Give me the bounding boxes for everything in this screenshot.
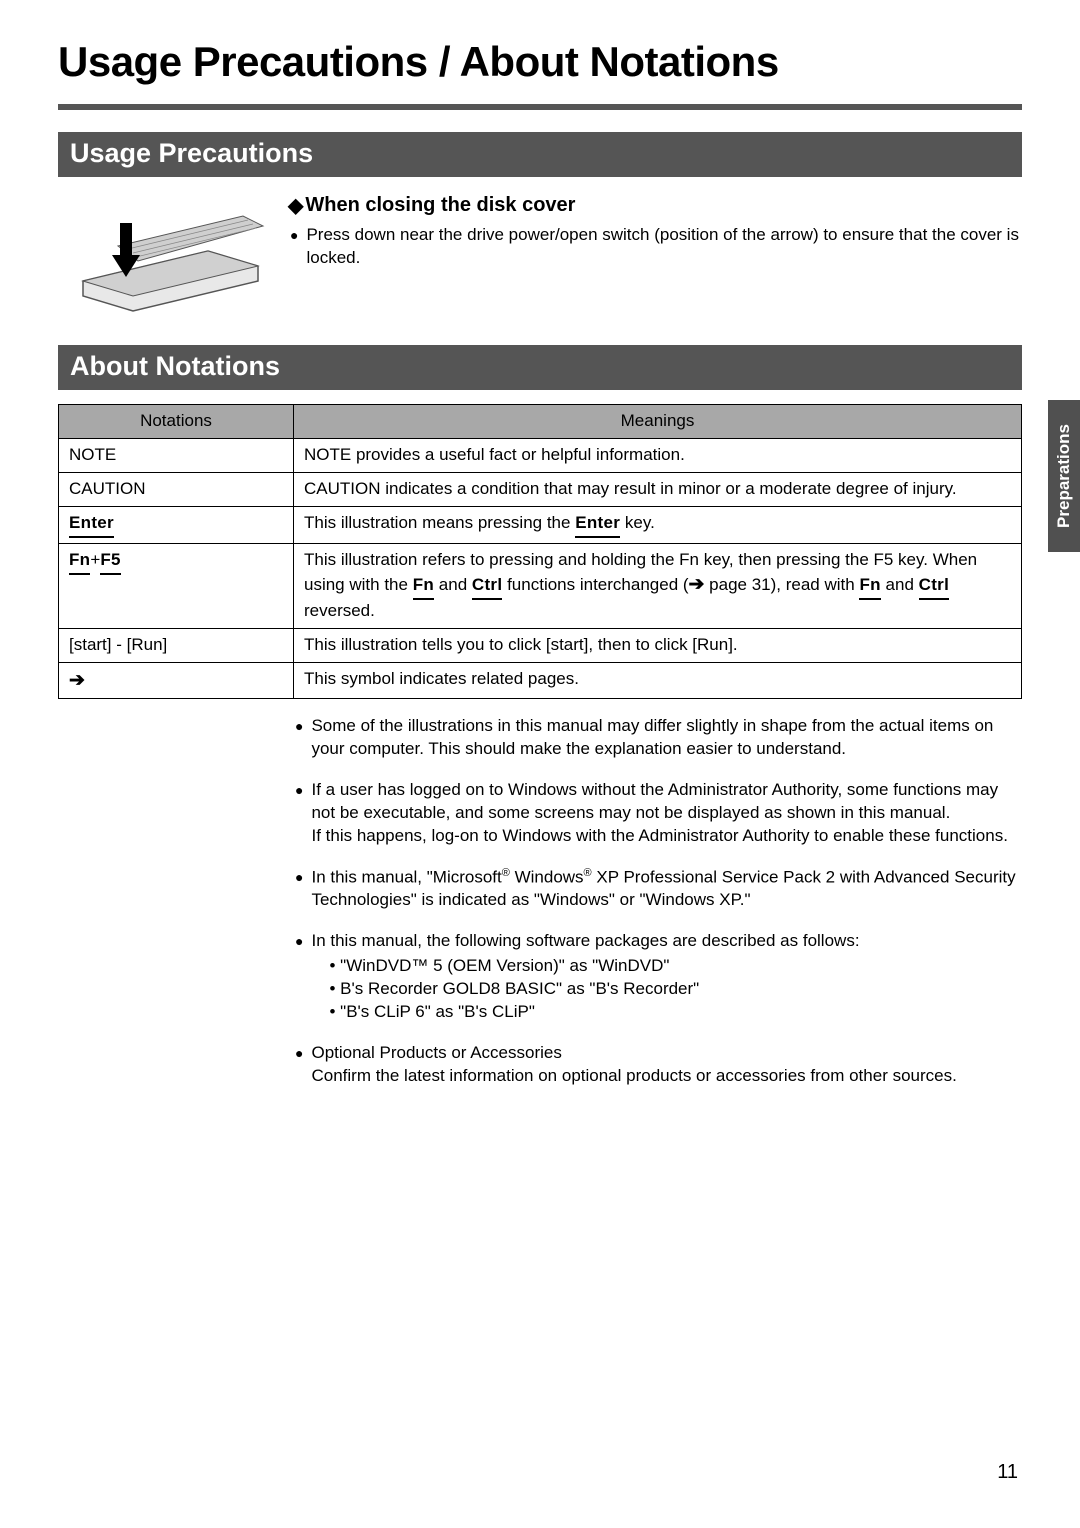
bullet-text: Press down near the drive power/open swi… xyxy=(306,224,1022,270)
cell-enter: Enter xyxy=(59,506,294,543)
notations-table: Notations Meanings NOTE NOTE provides a … xyxy=(58,404,1022,699)
bullet-icon: ● xyxy=(295,866,303,913)
table-row: CAUTION CAUTION indicates a condition th… xyxy=(59,472,1022,506)
note-item: ● Some of the illustrations in this manu… xyxy=(293,715,1022,761)
table-row: Fn+F5 This illustration refers to pressi… xyxy=(59,543,1022,628)
cell-note: NOTE xyxy=(59,438,294,472)
cell-enter-meaning: This illustration means pressing the Ent… xyxy=(294,506,1022,543)
precautions-text: ◆ When closing the disk cover ● Press do… xyxy=(288,191,1022,321)
cell-note-meaning: NOTE provides a useful fact or helpful i… xyxy=(294,438,1022,472)
col-notations: Notations xyxy=(59,405,294,439)
table-row: [start] - [Run] This illustration tells … xyxy=(59,628,1022,662)
section-about-notations: About Notations xyxy=(58,345,1022,390)
cell-fnf5-meaning: This illustration refers to pressing and… xyxy=(294,543,1022,628)
disk-cover-heading: ◆ When closing the disk cover xyxy=(288,193,1022,218)
side-tab-preparations: Preparations xyxy=(1048,400,1080,552)
side-tab-label: Preparations xyxy=(1054,424,1074,528)
heading-text: When closing the disk cover xyxy=(305,194,575,217)
precautions-row: ◆ When closing the disk cover ● Press do… xyxy=(58,191,1022,321)
note-item: ● In this manual, "Microsoft® Windows® X… xyxy=(293,866,1022,913)
sub-list: "WinDVD™ 5 (OEM Version)" as "WinDVD" B'… xyxy=(329,955,1022,1024)
note-text: If a user has logged on to Windows witho… xyxy=(311,779,1022,848)
note-item: ● Optional Products or Accessories Confi… xyxy=(293,1042,1022,1088)
cell-start-run: [start] - [Run] xyxy=(59,628,294,662)
cell-caution: CAUTION xyxy=(59,472,294,506)
bullet-icon: ● xyxy=(295,1042,303,1088)
note-item: ● In this manual, the following software… xyxy=(293,930,1022,1024)
cell-arrow: ➔ xyxy=(59,662,294,699)
table-row: NOTE NOTE provides a useful fact or help… xyxy=(59,438,1022,472)
note-text: In this manual, the following software p… xyxy=(311,930,1022,1024)
bullet-icon: ● xyxy=(295,715,303,761)
page-number: 11 xyxy=(997,1461,1018,1484)
cell-caution-meaning: CAUTION indicates a condition that may r… xyxy=(294,472,1022,506)
section-usage-precautions: Usage Precautions xyxy=(58,132,1022,177)
table-row: Enter This illustration means pressing t… xyxy=(59,506,1022,543)
table-row: ➔ This symbol indicates related pages. xyxy=(59,662,1022,699)
col-meanings: Meanings xyxy=(294,405,1022,439)
disk-cover-illustration xyxy=(58,191,268,321)
note-item: ● If a user has logged on to Windows wit… xyxy=(293,779,1022,848)
diamond-icon: ◆ xyxy=(288,193,303,218)
precaution-bullet: ● Press down near the drive power/open s… xyxy=(288,224,1022,270)
cell-arrow-meaning: This symbol indicates related pages. xyxy=(294,662,1022,699)
cell-fnf5: Fn+F5 xyxy=(59,543,294,628)
page-title: Usage Precautions / About Notations xyxy=(58,38,1022,86)
bullet-icon: ● xyxy=(290,224,298,270)
enter-key: Enter xyxy=(69,512,114,538)
note-text: Some of the illustrations in this manual… xyxy=(311,715,1022,761)
bullet-icon: ● xyxy=(295,930,303,1024)
note-text: In this manual, "Microsoft® Windows® XP … xyxy=(311,866,1022,913)
notes-block: ● Some of the illustrations in this manu… xyxy=(293,715,1022,1088)
rule xyxy=(58,104,1022,110)
bullet-icon: ● xyxy=(295,779,303,848)
note-text: Optional Products or Accessories Confirm… xyxy=(311,1042,1022,1088)
cell-start-run-meaning: This illustration tells you to click [st… xyxy=(294,628,1022,662)
